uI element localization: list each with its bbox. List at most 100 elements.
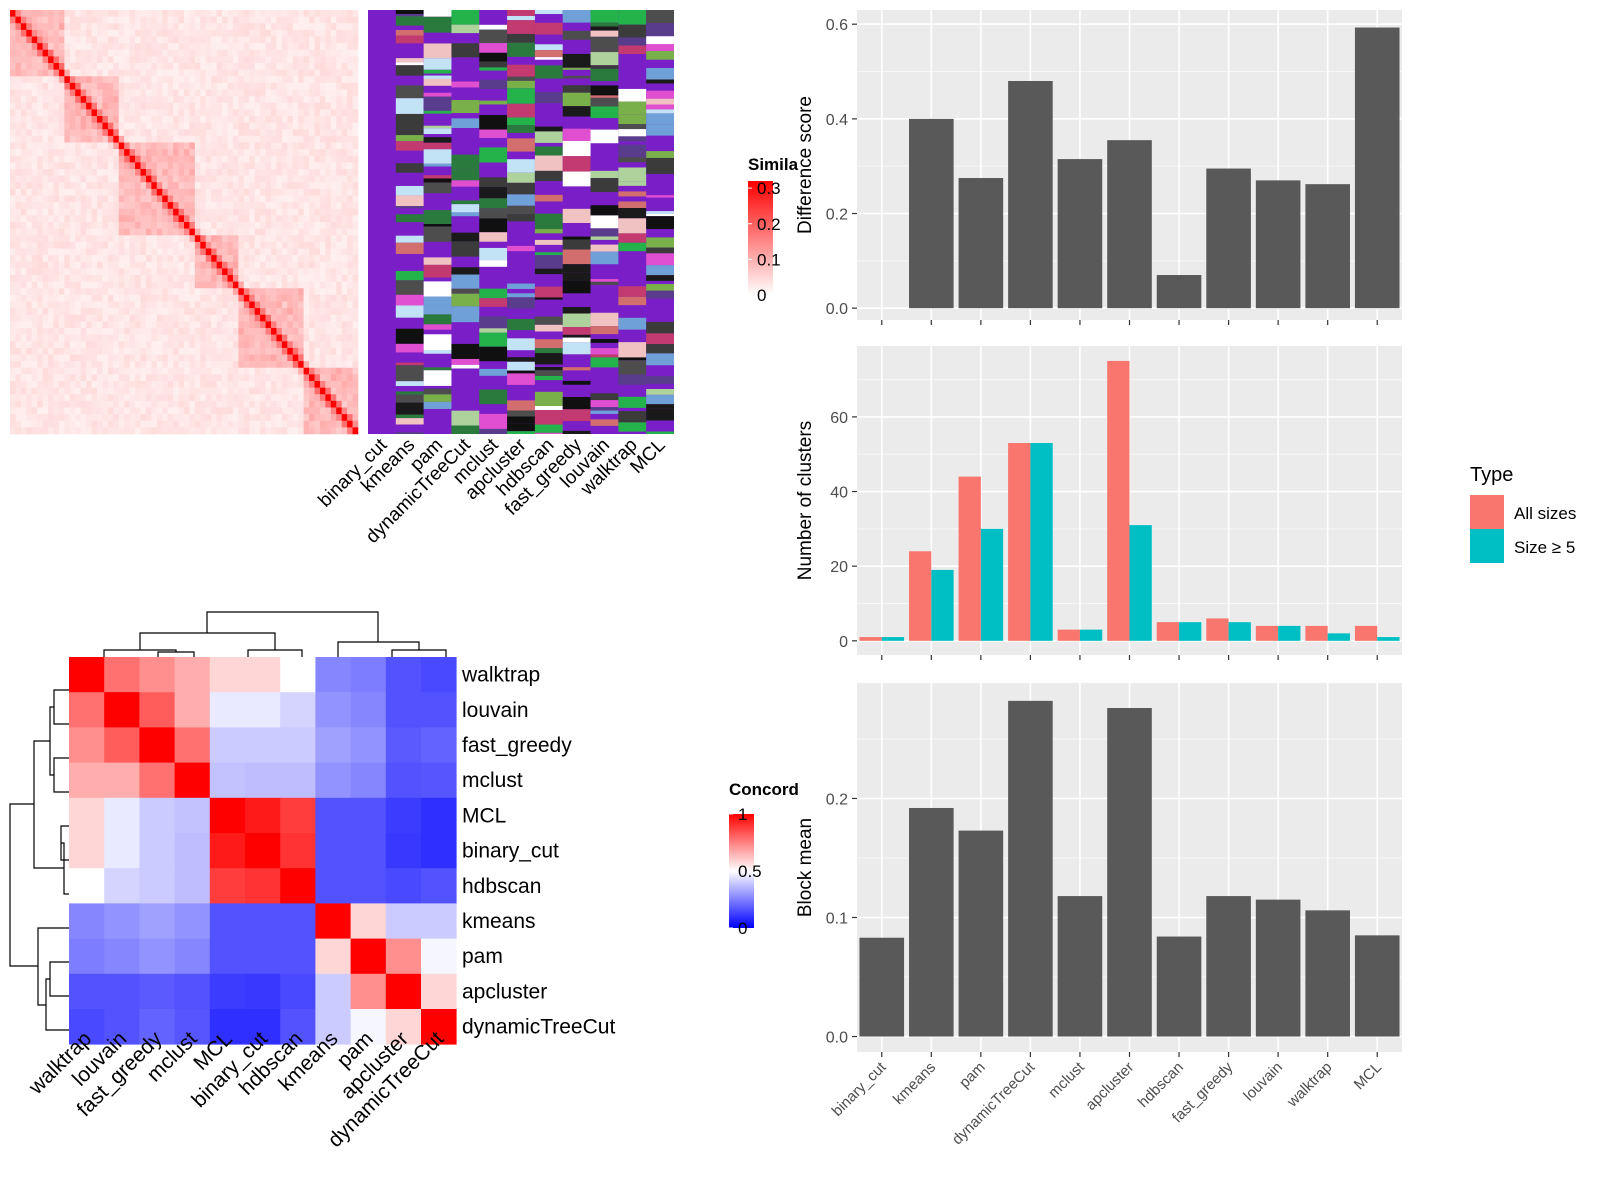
similarity-cell (15, 56, 22, 64)
similarity-cell (135, 235, 141, 243)
similarity-cell (232, 162, 239, 170)
similarity-cell (75, 175, 81, 183)
concordance-cell (69, 797, 105, 834)
similarity-cell (238, 235, 245, 243)
similarity-cell (167, 314, 174, 322)
similarity-cell (287, 29, 294, 37)
similarity-cell (48, 63, 54, 70)
similarity-cell (260, 387, 266, 395)
similarity-cell (151, 149, 158, 157)
similarity-cell (69, 414, 76, 422)
similarity-cell (80, 381, 87, 388)
similarity-cell (53, 341, 60, 349)
concordance-cell (139, 727, 175, 763)
similarity-cell (156, 314, 163, 322)
concordance-legend-tick-label: 0.5 (738, 862, 762, 881)
similarity-cell (118, 102, 125, 110)
similarity-cell (287, 400, 294, 408)
similarity-cell (178, 142, 185, 150)
similarity-cell (211, 427, 217, 435)
similarity-cell (162, 328, 168, 335)
similarity-cell (86, 328, 92, 335)
concordance-cell (350, 657, 387, 693)
similarity-cell (156, 109, 163, 117)
similarity-cell (271, 427, 277, 435)
similarity-cell (167, 222, 174, 229)
similarity-cell (243, 89, 250, 97)
similarity-cell (151, 321, 158, 329)
similarity-cell (216, 43, 223, 51)
bar (1008, 80, 1053, 309)
similarity-cell (309, 381, 315, 388)
similarity-cell (309, 235, 315, 243)
annotation-segment (507, 373, 535, 385)
similarity-cell (309, 122, 315, 130)
similarity-cell (314, 367, 321, 375)
similarity-cell (145, 29, 152, 37)
similarity-cell (91, 261, 98, 269)
similarity-cell (194, 175, 201, 183)
similarity-cell (347, 29, 353, 37)
similarity-cell (20, 275, 27, 282)
similarity-cell (42, 374, 49, 382)
similarity-cell (53, 314, 60, 322)
similarity-cell (298, 109, 304, 117)
similarity-cell (216, 36, 223, 44)
similarity-cell (303, 248, 310, 256)
similarity-cell (140, 281, 147, 289)
similarity-cell (341, 387, 348, 395)
similarity-cell (162, 367, 168, 375)
similarity-cell (53, 208, 60, 216)
similarity-cell (222, 361, 228, 369)
similarity-cell (260, 341, 266, 349)
similarity-cell (167, 341, 174, 349)
similarity-cell (97, 89, 103, 97)
similarity-cell (222, 135, 228, 143)
similarity-cell (205, 341, 212, 349)
similarity-cell (129, 188, 136, 196)
similarity-cell (162, 427, 168, 435)
similarity-cell (113, 142, 120, 150)
similarity-cell (189, 268, 196, 276)
similarity-cell (222, 122, 228, 130)
similarity-cell (113, 222, 120, 229)
similarity-cell (314, 420, 321, 428)
similarity-cell (145, 301, 152, 309)
similarity-cell (254, 63, 261, 70)
similarity-cell (281, 122, 288, 130)
similarity-cell (314, 122, 321, 130)
similarity-cell (336, 142, 342, 150)
similarity-cell (26, 195, 33, 203)
similarity-cell (222, 10, 228, 17)
similarity-cell (238, 36, 245, 44)
similarity-cell (135, 222, 141, 229)
similarity-cell (352, 427, 359, 435)
similarity-cell (129, 63, 136, 70)
similarity-cell (37, 89, 43, 97)
similarity-cell (314, 228, 321, 236)
similarity-cell (48, 255, 54, 263)
concordance-cell (104, 762, 140, 799)
similarity-cell (309, 135, 315, 143)
similarity-cell (178, 188, 185, 196)
similarity-cell (167, 381, 174, 388)
annotation-segment (562, 10, 591, 23)
annotation-segment (395, 30, 424, 36)
similarity-cell (336, 43, 342, 51)
similarity-cell (91, 36, 98, 44)
similarity-cell (347, 23, 353, 31)
similarity-cell (162, 129, 168, 137)
similarity-cell (75, 202, 81, 210)
similarity-cell (347, 235, 353, 243)
similarity-cell (287, 102, 294, 110)
similarity-cell (91, 23, 98, 31)
similarity-cell (227, 294, 234, 302)
similarity-cell (254, 281, 261, 289)
similarity-cell (167, 129, 174, 137)
similarity-cell (10, 155, 16, 163)
concordance-cell (209, 903, 246, 939)
similarity-cell (151, 314, 158, 322)
similarity-cell (31, 347, 38, 355)
concordance-cell (139, 903, 175, 939)
similarity-cell (48, 294, 54, 302)
